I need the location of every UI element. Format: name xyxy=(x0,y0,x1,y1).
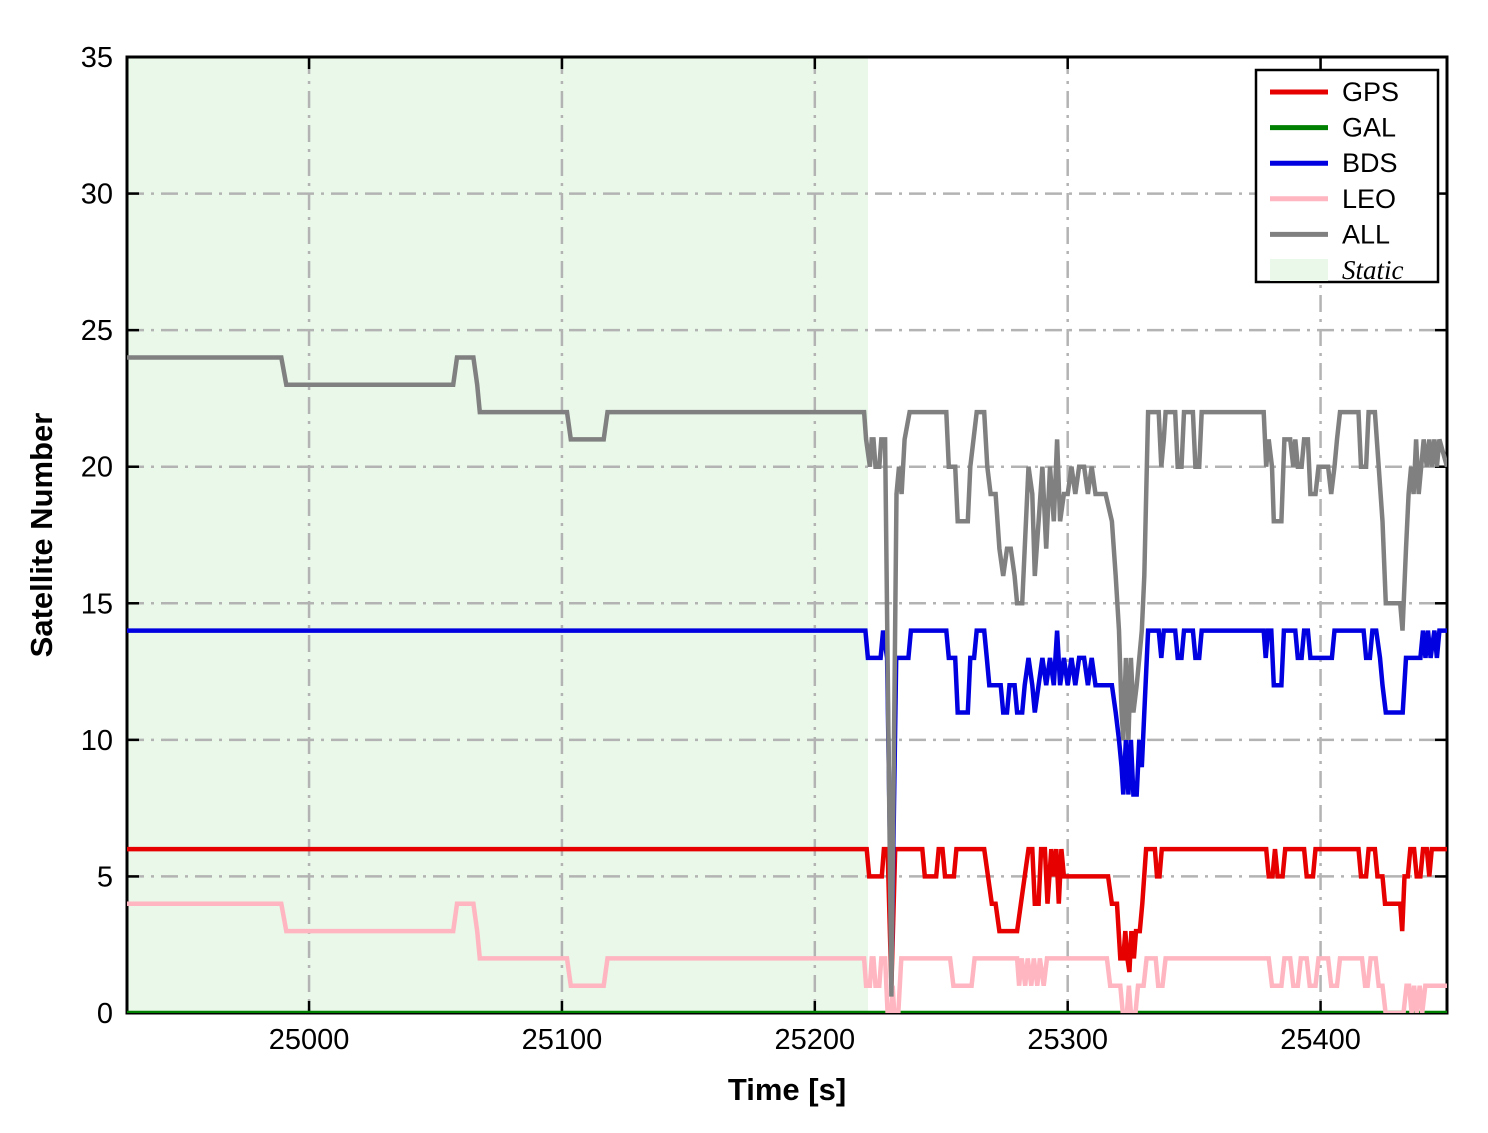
y-tick-label: 35 xyxy=(81,42,113,74)
y-tick-label: 10 xyxy=(81,725,113,757)
legend-label-all: ALL xyxy=(1342,219,1390,249)
x-tick-label: 25200 xyxy=(774,1024,855,1056)
all-line xyxy=(127,355,1447,997)
x-tick-label: 25100 xyxy=(522,1024,603,1056)
legend-label-leo: LEO xyxy=(1342,184,1396,214)
gridline-layer xyxy=(127,57,1447,1013)
y-tick-label: 30 xyxy=(81,179,113,211)
legend-swatch-static xyxy=(1270,259,1328,281)
static-region-layer xyxy=(127,57,868,1013)
legend-box xyxy=(1254,68,1440,284)
y-tick-label: 20 xyxy=(81,452,113,484)
y-tick-label: 0 xyxy=(97,998,113,1030)
legend-label-gps: GPS xyxy=(1342,77,1399,107)
gps-line xyxy=(127,846,1447,986)
legend: GPS GAL BDS LEO ALL Static xyxy=(1254,68,1440,285)
static-region xyxy=(127,57,868,1013)
y-tick-label: 15 xyxy=(81,588,113,620)
y-axis-label: Satellite Number xyxy=(24,413,59,658)
leo-line xyxy=(127,901,1447,1013)
series-layer xyxy=(127,355,1447,1013)
x-axis-label: Time [s] xyxy=(728,1072,846,1107)
x-tick-label: 25300 xyxy=(1027,1024,1108,1056)
legend-label-static: Static xyxy=(1342,255,1404,285)
x-tick-label: 25000 xyxy=(269,1024,350,1056)
legend-label-gal: GAL xyxy=(1342,113,1396,143)
bds-line xyxy=(127,628,1447,959)
legend-label-bds: BDS xyxy=(1342,148,1398,178)
y-tick-label: 5 xyxy=(97,861,113,893)
x-tick-label: 25400 xyxy=(1280,1024,1361,1056)
y-tick-label: 25 xyxy=(81,315,113,347)
tick-label-layer: 25000 25100 25200 25300 25400 0 5 10 15 20 25 30 35 xyxy=(81,42,1361,1056)
